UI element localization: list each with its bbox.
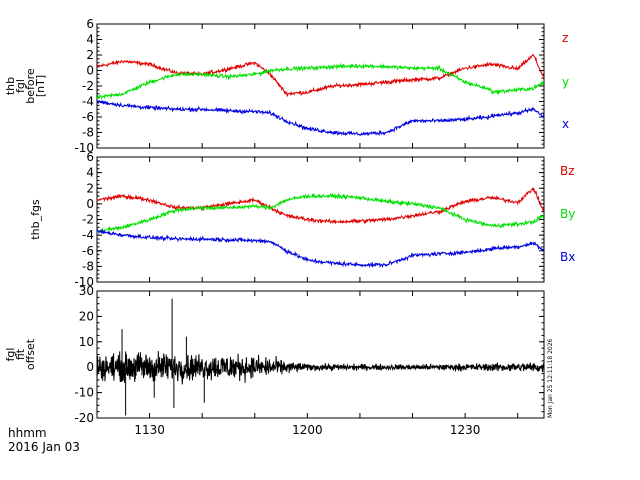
x-tick-label: 1200 [292,423,323,437]
y-tick-label: 10 [79,335,94,349]
legend-entry-z: z [562,31,568,45]
y-axis-label: [nT] [34,75,47,97]
y-tick-label: -10 [74,141,94,155]
legend-entry-Bz: Bz [560,164,575,178]
y-tick-label: -2 [82,79,94,93]
panel-2: 6 42 0 -2-4 -6-8 -10 thb_fgs Bz By Bx [29,150,575,289]
series-line-By [97,192,544,233]
series-line-y [97,62,544,100]
xaxis-caption-date: 2016 Jan 03 [8,440,80,454]
series-line-x [97,100,544,137]
creation-timestamp: Mon Jan 25 12:11:18 2026 [547,338,554,418]
offset-trace [97,351,544,385]
legend-entry-By: By [560,207,575,221]
plot-area [97,53,544,137]
y-tick-label: -4 [82,228,94,242]
y-tick-label: 4 [86,33,94,47]
y-tick-label: -4 [82,95,94,109]
y-tick-label: -2 [82,213,94,227]
y-tick-label: -8 [82,126,94,140]
legend-entry-Bx: Bx [560,250,575,264]
y-tick-label: 0 [86,64,94,78]
legend-entry-y: y [562,75,569,89]
y-axis-label: offset [24,338,37,370]
y-tick-label: -10 [74,275,94,289]
y-axis-label: before [24,68,37,104]
y-tick-label: 2 [86,181,94,195]
y-tick-label: 6 [86,17,94,31]
legend-entry-x: x [562,117,569,131]
series-line-z [97,53,544,98]
y-tick-label: 4 [86,166,94,180]
y-tick-label: 2 [86,48,94,62]
series-line-Bz [97,187,544,225]
y-tick-label: -6 [82,244,94,258]
x-tick-label: 1230 [450,423,481,437]
series-line-Bx [97,228,544,269]
y-tick-label: -10 [74,386,94,400]
y-tick-label: 6 [86,150,94,164]
x-tick-label: 1130 [134,423,165,437]
y-axis-label: fit [14,348,27,360]
y-tick-label: 0 [86,197,94,211]
plot-panels: 6420-2-4-6-8-10thbfglbefore[nT]zyx6420-2… [4,17,575,437]
y-axis-label: thb_fgs [29,199,42,240]
y-axis-label: thb [4,77,17,95]
y-axis-label: fgl [4,348,17,362]
y-tick-label: 20 [79,309,94,323]
plot-area [97,187,544,269]
y-tick-label: 30 [79,284,94,298]
xaxis-caption-format: hhmm [8,426,47,440]
y-axis-label: fgl [14,79,27,93]
y-tick-label: 0 [86,360,94,374]
y-tick-label: -6 [82,110,94,124]
y-tick-label: -8 [82,259,94,273]
plot-area [97,298,544,416]
y-tick-label: -20 [74,411,94,425]
